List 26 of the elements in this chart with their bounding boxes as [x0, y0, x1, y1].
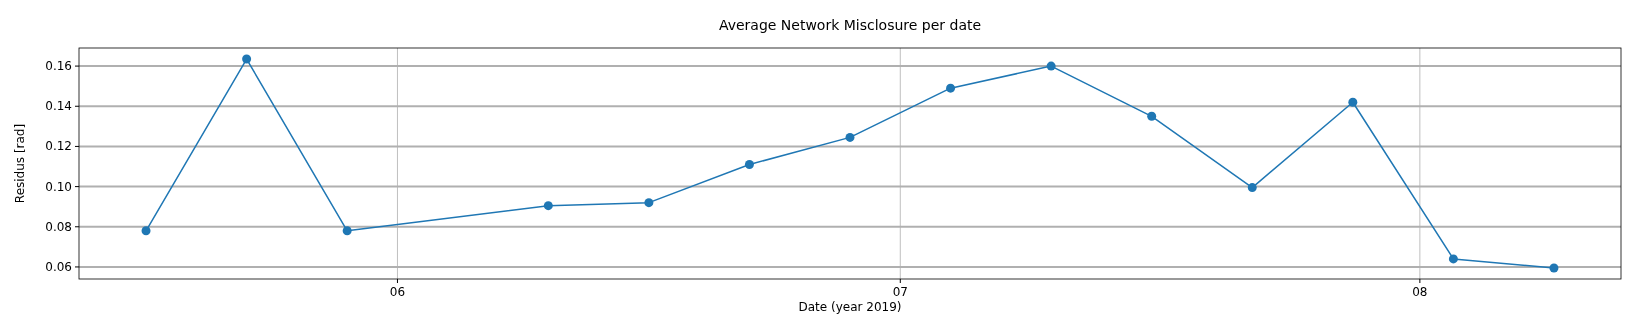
y-tick-label: 0.16 — [45, 59, 72, 74]
x-tick-label: 06 — [389, 285, 406, 299]
y-tick-label: 0.06 — [45, 259, 72, 274]
x-tick-label: 08 — [1412, 285, 1428, 299]
point — [1549, 263, 1559, 273]
chart-title: Average Network Misclosure per date — [718, 17, 982, 33]
point — [1247, 183, 1257, 193]
y-tick-label: 0.08 — [45, 219, 72, 234]
point — [1448, 254, 1458, 264]
point — [845, 132, 855, 142]
point — [342, 226, 352, 236]
point — [744, 160, 754, 169]
y-tick-label: 0.12 — [45, 139, 72, 154]
point — [1147, 111, 1157, 121]
point — [543, 201, 553, 211]
y-tick-label: 0.14 — [45, 99, 72, 114]
x-axis-title: Date (year 2019) — [798, 300, 902, 314]
point — [141, 226, 151, 236]
x-tick-label: 07 — [892, 285, 908, 299]
y-tick-label: 0.10 — [45, 179, 72, 194]
point — [1046, 61, 1056, 71]
y-axis-title: Residus [rad] — [13, 123, 27, 204]
point — [242, 54, 252, 64]
point — [1348, 97, 1358, 107]
point — [946, 83, 956, 93]
point — [644, 198, 654, 208]
